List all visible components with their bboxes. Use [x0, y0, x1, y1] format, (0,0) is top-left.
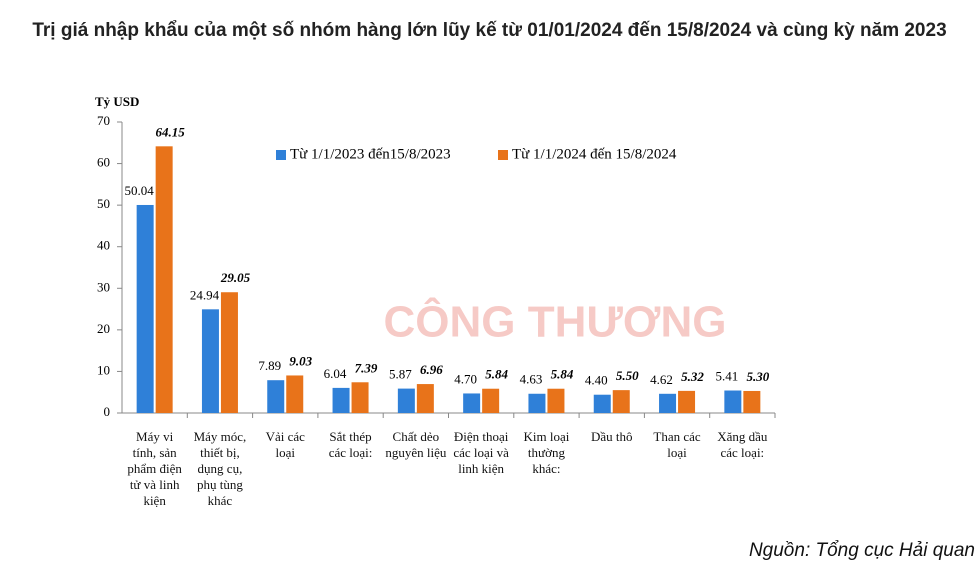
y-tick-label: 30	[97, 279, 110, 294]
y-tick-label: 20	[97, 321, 110, 336]
value-label: 5.50	[616, 368, 639, 383]
source: Nguồn: Tổng cục Hải quan	[748, 540, 975, 561]
chart-title: Trị giá nhập khẩu của một số nhóm hàng l…	[32, 20, 947, 41]
x-tick-label: Chất dẻo nguyên liệu	[385, 429, 447, 460]
bar	[743, 390, 761, 413]
value-label: 9.03	[289, 353, 312, 368]
x-tick-label: Xăng dầu các loại:	[717, 429, 768, 460]
bar	[528, 393, 546, 413]
value-label: 64.15	[156, 124, 186, 139]
bar	[136, 204, 154, 413]
value-label: 4.40	[585, 373, 608, 388]
value-label: 5.84	[485, 367, 508, 382]
y-tick-label: 50	[97, 196, 110, 211]
value-label: 24.94	[190, 287, 220, 302]
bar	[267, 380, 285, 413]
value-label: 6.96	[420, 362, 443, 377]
value-label: 5.30	[746, 369, 769, 384]
bar	[659, 393, 677, 413]
y-tick-label: 60	[97, 155, 110, 170]
y-axis-label: Tỷ USD	[95, 94, 139, 109]
value-label: 5.41	[715, 368, 738, 383]
value-label: 5.84	[551, 367, 574, 382]
legend-label: Từ 1/1/2024 đến 15/8/2024	[512, 146, 677, 162]
y-tick-label: 70	[97, 113, 110, 128]
x-tick-label: Điện thoại các loại và linh kiện	[453, 429, 509, 476]
legend-swatch	[276, 150, 286, 160]
bar	[201, 309, 219, 413]
bar	[678, 390, 696, 413]
bar	[724, 390, 742, 413]
bar	[593, 394, 611, 413]
value-label: 7.39	[355, 360, 378, 375]
value-label: 4.70	[454, 371, 477, 386]
x-tick-label: Máy vi tính, sản phẩm điện tử và linh ki…	[127, 429, 182, 508]
legend-swatch	[498, 150, 508, 160]
value-label: 4.62	[650, 372, 673, 387]
value-label: 5.32	[681, 369, 704, 384]
y-tick-label: 40	[97, 238, 110, 253]
y-tick-label: 10	[97, 362, 110, 377]
bar	[612, 390, 630, 413]
bar	[463, 393, 481, 413]
bar	[547, 388, 565, 413]
bar	[482, 388, 500, 413]
x-tick-label: Máy móc, thiết bị, dụng cụ, phụ tùng khá…	[193, 429, 247, 508]
x-tick-label: Than các loại	[653, 429, 701, 460]
value-label: 5.87	[389, 367, 412, 382]
bar	[397, 388, 415, 413]
y-tick-label: 0	[104, 404, 111, 419]
watermark: CÔNG THƯƠNG	[384, 296, 727, 347]
bar	[332, 387, 350, 413]
value-label: 4.63	[520, 372, 543, 387]
value-label: 7.89	[258, 358, 281, 373]
bar	[351, 382, 369, 413]
value-label: 29.05	[220, 270, 251, 285]
legend-label: Từ 1/1/2023 đến15/8/2023	[290, 146, 451, 162]
bar	[286, 375, 304, 413]
x-tick-label: Dầu thô	[590, 429, 633, 444]
bar	[155, 146, 173, 414]
x-tick-label: Kim loại thường khác:	[523, 429, 570, 476]
x-tick-label: Sắt thép các loại:	[328, 429, 373, 460]
bar	[416, 384, 434, 413]
bar	[220, 292, 238, 413]
value-label: 6.04	[324, 366, 347, 381]
value-label: 50.04	[125, 183, 155, 198]
x-tick-label: Vải các loại	[265, 429, 305, 460]
